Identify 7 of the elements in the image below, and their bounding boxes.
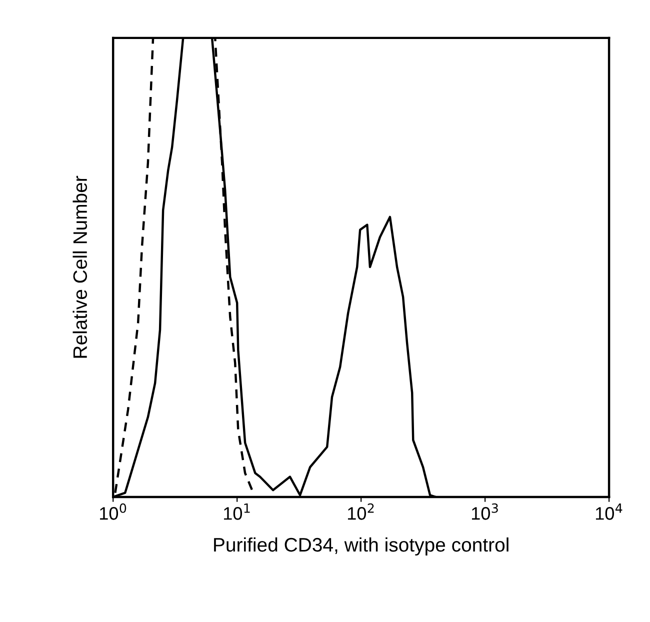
- y-axis-title: Relative Cell Number: [72, 176, 88, 358]
- x-tick-label: 10$^{3}$: [472, 503, 498, 520]
- x-tick-label: 10$^{2}$: [348, 503, 374, 520]
- x-tick-label: 10$^{4}$: [596, 504, 622, 520]
- x-tick-label: 10$^{0}$: [100, 503, 126, 520]
- x-tick-label: 10$^{1}$: [224, 504, 250, 520]
- x-axis-title: Purified CD34, with isotype control: [214, 537, 508, 556]
